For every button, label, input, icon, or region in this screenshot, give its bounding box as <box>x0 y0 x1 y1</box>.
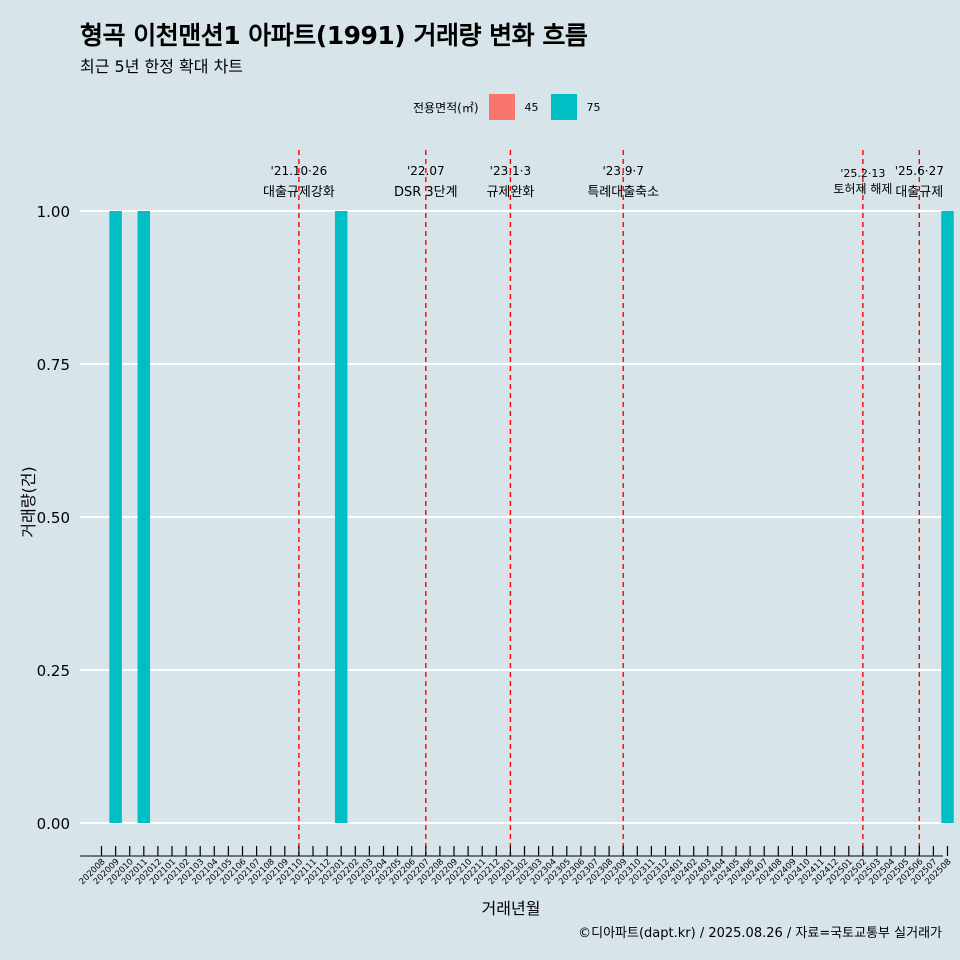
event-date-label: '23.1·3 <box>490 164 531 178</box>
bar-75-202201 <box>334 211 348 823</box>
source-caption: ©디아파트(dapt.kr) / 2025.08.26 / 자료=국토교통부 실… <box>578 926 942 941</box>
legend-label-75: 75 <box>586 100 601 114</box>
chart-title: 형곡 이천맨션1 아파트(1991) 거래량 변화 흐름 <box>80 21 588 50</box>
bar-75-202508 <box>941 211 954 823</box>
x-axis-label: 거래년월 <box>482 899 541 918</box>
event-annotations: '21.10·26 대출규제강화 '22.07 DSR 3단계 '23.1·3 규제완화 '… <box>263 164 944 200</box>
y-tick-label: 0.00 <box>37 815 70 833</box>
event-date-label: '25.6·27 <box>895 164 944 178</box>
y-tick-label: 0.50 <box>37 509 70 527</box>
event-label: DSR 3단계 <box>394 185 458 200</box>
bar-75-202009 <box>109 211 122 823</box>
y-axis: 0.00 0.25 0.50 0.75 1.00 <box>37 203 70 833</box>
event-lines <box>298 150 920 856</box>
y-tick-label: 0.25 <box>37 662 70 680</box>
legend-key-75 <box>550 94 577 120</box>
event-date-label: '22.07 <box>407 164 445 178</box>
y-tick-label: 0.75 <box>37 356 70 374</box>
bars <box>109 211 954 823</box>
bar-75-202011 <box>137 211 151 823</box>
event-label: 대출규제강화 <box>263 185 335 200</box>
event-date-label: '23.9·7 <box>602 164 643 178</box>
grid-lines <box>80 210 943 824</box>
event-label: 규제완화 <box>486 185 534 200</box>
event-label: 특례대출축소 <box>587 185 659 200</box>
legend-title: 전용면적(㎡) <box>413 100 479 115</box>
x-axis: 2020082020092020102020112020122021012021… <box>78 846 954 887</box>
event-date-label: '25.2·13 <box>840 167 885 180</box>
legend-label-45: 45 <box>524 100 539 114</box>
event-label: 토허제 해제 <box>833 182 892 196</box>
legend-key-45 <box>488 94 515 120</box>
chart-subtitle: 최근 5년 한정 확대 차트 <box>80 57 244 76</box>
legend: 전용면적(㎡) 45 75 <box>413 92 613 122</box>
event-label: 대출규제 <box>895 185 943 200</box>
y-tick-label: 1.00 <box>37 203 70 221</box>
event-date-label: '21.10·26 <box>271 164 328 178</box>
y-axis-label: 거래량(건) <box>19 466 38 537</box>
